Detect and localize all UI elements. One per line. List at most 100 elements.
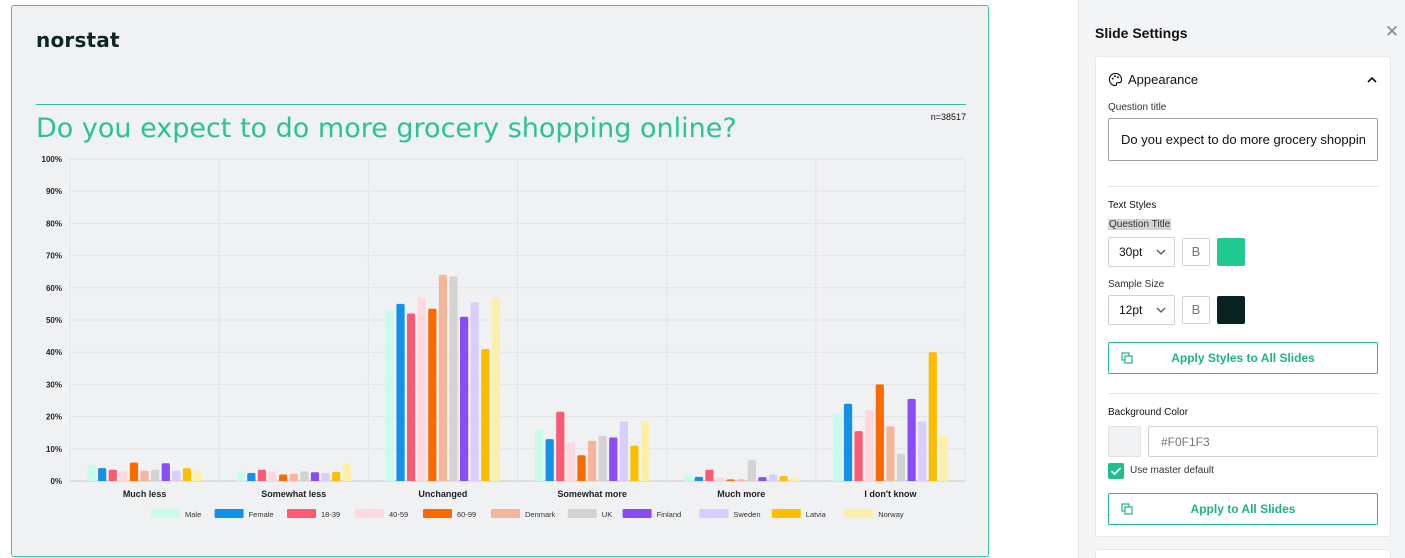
bar	[332, 471, 341, 481]
bar	[779, 476, 788, 481]
y-tick-label: 40%	[46, 348, 62, 357]
legend-swatch	[844, 509, 874, 518]
canvas-gutter	[1000, 0, 1078, 558]
bar	[598, 435, 607, 481]
background-hex-input[interactable]	[1148, 426, 1378, 457]
bar	[534, 429, 544, 481]
x-tick-label: Somewhat more	[557, 489, 627, 499]
legend-label: Male	[185, 510, 201, 519]
bar	[98, 468, 107, 481]
bar	[193, 470, 202, 481]
legend-label: 60-99	[457, 510, 476, 519]
y-tick-label: 70%	[46, 252, 62, 261]
background-color-swatch[interactable]	[1108, 426, 1141, 457]
x-tick-label: Unchanged	[418, 489, 467, 499]
use-master-checkbox[interactable]	[1108, 463, 1124, 479]
legend-label: Sweden	[733, 510, 760, 519]
legend-swatch	[151, 509, 180, 518]
slide-preview[interactable]: norstat Do you expect to do more grocery…	[11, 5, 989, 557]
background-color-label: Background Color	[1108, 407, 1189, 418]
chevron-up-icon[interactable]	[1366, 74, 1378, 86]
legend-swatch	[491, 509, 520, 518]
apply-all-label: Apply to All Slides	[1190, 502, 1296, 516]
y-tick-label: 30%	[46, 380, 62, 389]
bar	[715, 477, 725, 481]
palette-icon	[1108, 72, 1123, 87]
question-title-size-select[interactable]: 30pt	[1108, 237, 1175, 267]
bar	[268, 471, 277, 481]
use-master-label: Use master default	[1130, 465, 1214, 476]
appearance-card: Appearance Question title Text Styles Qu…	[1095, 56, 1391, 537]
apply-styles-button[interactable]: Apply Styles to All Slides	[1108, 342, 1378, 374]
bar	[790, 477, 799, 481]
bar	[907, 398, 916, 481]
legend-label: Female	[249, 510, 274, 519]
legend-swatch	[214, 509, 244, 518]
bar	[556, 411, 565, 481]
bar	[481, 348, 490, 481]
bar	[321, 472, 330, 481]
sample-size-color-swatch[interactable]	[1217, 296, 1245, 324]
y-tick-label: 50%	[46, 316, 62, 325]
bar	[247, 472, 256, 481]
legend-swatch	[355, 509, 384, 518]
bar	[182, 468, 192, 481]
bar	[151, 469, 160, 481]
legend-swatch	[771, 509, 801, 518]
bar	[491, 297, 501, 481]
text-styles-label: Text Styles	[1108, 200, 1157, 211]
bar	[768, 474, 778, 481]
bar	[843, 403, 853, 481]
sample-size-value: 12pt	[1119, 303, 1143, 317]
y-tick-label: 100%	[42, 155, 62, 164]
bar	[758, 477, 767, 481]
sample-size-bold-button[interactable]: B	[1182, 296, 1210, 324]
bar	[161, 463, 170, 481]
question-title-size-value: 30pt	[1119, 245, 1143, 259]
apply-all-button[interactable]: Apply to All Slides	[1108, 493, 1378, 525]
copy-icon	[1121, 352, 1133, 364]
bar	[87, 464, 96, 481]
bar	[449, 276, 458, 481]
bar	[865, 410, 874, 481]
y-tick-label: 60%	[46, 284, 62, 293]
bar	[587, 440, 597, 481]
bar	[566, 442, 575, 481]
panel-title: Slide Settings	[1095, 25, 1188, 41]
bar	[172, 470, 181, 481]
bar	[939, 435, 948, 481]
sample-size[interactable]: n=38517	[930, 112, 966, 122]
bar	[694, 476, 703, 481]
bar	[119, 471, 128, 481]
bar	[236, 471, 245, 481]
slide-settings-panel: Slide Settings ✕ Appearance Question tit…	[1078, 0, 1405, 558]
legend-label: UK	[602, 510, 612, 519]
close-icon[interactable]: ✕	[1384, 22, 1400, 41]
chevron-down-icon	[1156, 307, 1166, 313]
appearance-header[interactable]: Appearance	[1108, 71, 1380, 91]
chevron-down-icon	[1156, 249, 1166, 255]
legend-label: 40-59	[389, 510, 408, 519]
question-title-bold-button[interactable]: B	[1182, 238, 1210, 266]
bar	[438, 274, 448, 481]
sample-size-select[interactable]: 12pt	[1108, 295, 1175, 325]
legend-label: Norway	[878, 510, 904, 519]
question-title-color-swatch[interactable]	[1217, 238, 1245, 266]
bar	[705, 469, 714, 481]
x-tick-label: Much less	[123, 489, 167, 499]
bar	[257, 469, 267, 481]
bar	[470, 302, 479, 481]
question-title[interactable]: Do you expect to do more grocery shoppin…	[36, 113, 737, 144]
divider	[1108, 186, 1379, 187]
legend-label: 18-39	[321, 510, 340, 519]
bar	[428, 308, 437, 481]
bar-chart: 100% 90% 80% 70% 60% 50% 40% 30% 20% 10% 0% Much le…	[42, 155, 966, 519]
bar	[545, 439, 554, 481]
y-tick-label: 90%	[46, 187, 62, 196]
bar	[640, 421, 650, 481]
bar	[577, 455, 586, 481]
bar	[279, 474, 288, 481]
bar	[407, 313, 416, 481]
bar	[854, 431, 863, 481]
question-title-input[interactable]	[1108, 118, 1378, 161]
